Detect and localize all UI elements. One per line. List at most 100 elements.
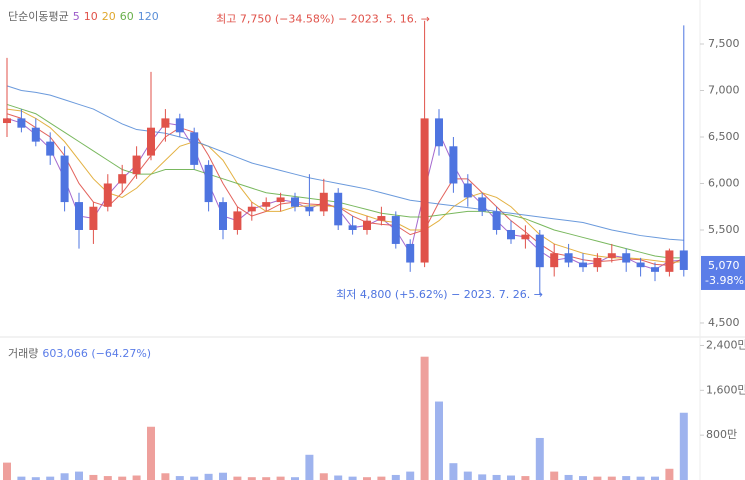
candle-body xyxy=(377,216,386,221)
candle-body xyxy=(507,229,515,240)
volume-bar xyxy=(521,476,530,480)
candle-body xyxy=(391,216,400,244)
y-tick-label: 6,500 xyxy=(708,130,740,143)
annotation: 최고 7,750 (−34.58%) − 2023. 5. 16. → xyxy=(216,13,430,26)
candle-body xyxy=(607,253,616,258)
legend-item: 20 xyxy=(101,10,116,23)
candle-body xyxy=(334,192,343,226)
volume-bar xyxy=(219,472,227,480)
volume-bar xyxy=(420,356,429,480)
volume-bar xyxy=(46,476,55,480)
candle-body xyxy=(579,262,587,268)
volume-bar xyxy=(492,474,501,480)
candle-body xyxy=(118,174,127,184)
volume-bar xyxy=(233,476,242,480)
ma-line xyxy=(6,85,684,241)
volume-header: 거래량 603,066 (−64.27%) xyxy=(8,345,155,361)
volume-bar xyxy=(118,476,127,480)
volume-bar xyxy=(291,477,299,480)
legend-item: 120 xyxy=(137,10,159,23)
candle-body xyxy=(31,127,40,142)
candle-body xyxy=(319,192,328,212)
legend-items: 5 10 20 60 120 xyxy=(73,10,163,23)
volume-bar xyxy=(651,476,659,480)
volume-bar xyxy=(391,474,400,480)
volume-bar xyxy=(622,476,631,480)
last-price-box xyxy=(701,255,745,290)
volume-bar xyxy=(147,426,155,480)
volume-bar xyxy=(190,476,199,480)
volume-bar xyxy=(449,463,458,480)
volume-bar xyxy=(665,468,674,480)
last-change: -3.98% xyxy=(705,274,744,287)
volume-bar xyxy=(478,474,487,480)
y-tick-label: 1,600만 xyxy=(706,383,745,396)
candle-body xyxy=(175,118,184,133)
volume-bar xyxy=(89,474,98,480)
candle-body xyxy=(75,202,83,230)
candle-body xyxy=(348,225,357,230)
volume-bar xyxy=(593,476,602,480)
y-tick-label: 7,500 xyxy=(708,37,740,50)
candle-body xyxy=(204,164,213,203)
legend-title: 단순이동평균 xyxy=(8,10,69,23)
volume-bar xyxy=(75,471,83,480)
volume-bar xyxy=(377,476,386,480)
last-price: 5,070 xyxy=(708,259,740,272)
candle-body xyxy=(363,220,371,230)
volume-bar xyxy=(564,474,573,480)
legend-item: 60 xyxy=(119,10,134,23)
volume-bar xyxy=(17,476,26,480)
candle-body xyxy=(622,253,631,263)
candle-body xyxy=(3,118,11,124)
candle-body xyxy=(636,262,645,268)
candle-body xyxy=(651,267,659,272)
candle-body xyxy=(535,234,544,268)
volume-bar xyxy=(103,476,112,480)
volume-subtitle: 603,066 (−64.27%) xyxy=(42,347,152,360)
candle-body xyxy=(305,206,314,212)
candle-body xyxy=(17,118,26,128)
candle-body xyxy=(492,211,501,230)
volume-bar xyxy=(204,473,213,480)
volume-bar xyxy=(406,471,415,480)
volume-bar xyxy=(550,471,559,480)
volume-bar xyxy=(507,475,515,480)
candle-body xyxy=(247,206,256,212)
volume-bar xyxy=(31,477,40,480)
volume-bar xyxy=(363,477,371,480)
volume-bar xyxy=(679,412,688,480)
candle-body xyxy=(449,146,458,184)
candle-body xyxy=(564,253,573,263)
candle-body xyxy=(132,155,141,175)
ma-line xyxy=(6,103,684,259)
candle-body xyxy=(161,118,170,128)
candle-body xyxy=(478,197,487,212)
volume-bar xyxy=(636,476,645,480)
y-tick-label: 800만 xyxy=(706,428,737,441)
y-tick-label: 7,000 xyxy=(708,83,740,96)
candle-body xyxy=(147,127,155,156)
candle-body xyxy=(46,141,55,156)
volume-bar xyxy=(348,476,357,480)
volume-bar xyxy=(607,476,616,480)
candle-body xyxy=(276,197,285,203)
volume-bar xyxy=(132,475,141,480)
candle-body xyxy=(550,253,559,268)
candle-body xyxy=(593,257,602,268)
candle-body xyxy=(679,250,688,270)
candle-body xyxy=(521,234,530,240)
legend-item: 10 xyxy=(83,10,98,23)
candle-body xyxy=(291,197,299,207)
candle-body xyxy=(190,132,199,165)
candle-body xyxy=(262,202,271,207)
ma-line xyxy=(6,108,684,264)
volume-bar xyxy=(262,477,271,480)
candle-body xyxy=(435,118,443,147)
candle-body xyxy=(103,183,112,207)
candle-body xyxy=(60,155,69,203)
candle-body xyxy=(89,206,98,230)
volume-bar xyxy=(334,475,343,480)
volume-bar xyxy=(579,476,587,480)
